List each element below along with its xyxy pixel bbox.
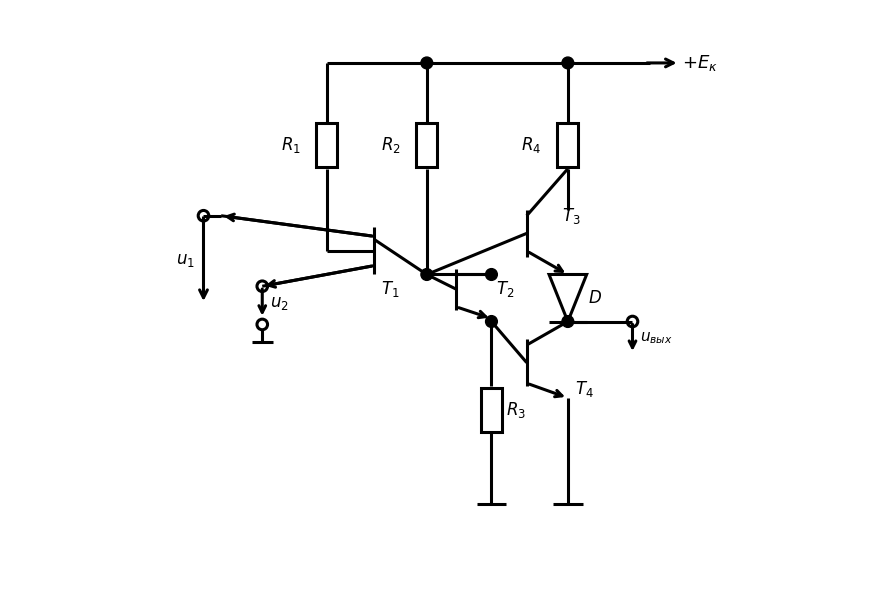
Text: $T_3$: $T_3$: [562, 206, 581, 226]
Circle shape: [486, 316, 497, 327]
Bar: [316, 123, 337, 167]
Circle shape: [421, 57, 433, 69]
Circle shape: [486, 269, 497, 280]
Text: $u_1$: $u_1$: [176, 251, 194, 269]
Text: $D$: $D$: [588, 289, 602, 307]
Bar: [481, 387, 502, 432]
Circle shape: [421, 269, 433, 280]
Bar: [416, 123, 437, 167]
Text: $u_{вых}$: $u_{вых}$: [639, 330, 672, 346]
Text: $T_2$: $T_2$: [496, 279, 515, 299]
Text: $T_1$: $T_1$: [381, 279, 399, 299]
Circle shape: [562, 316, 574, 327]
Text: $u_2$: $u_2$: [270, 294, 289, 312]
Text: $R_3$: $R_3$: [506, 400, 526, 420]
Text: $R_2$: $R_2$: [381, 135, 400, 155]
Circle shape: [562, 57, 574, 69]
Text: $R_4$: $R_4$: [521, 135, 541, 155]
Text: $+E_\kappa$: $+E_\kappa$: [683, 53, 718, 73]
Text: $T_4$: $T_4$: [575, 379, 593, 399]
Bar: [557, 123, 578, 167]
Text: $R_1$: $R_1$: [281, 135, 300, 155]
